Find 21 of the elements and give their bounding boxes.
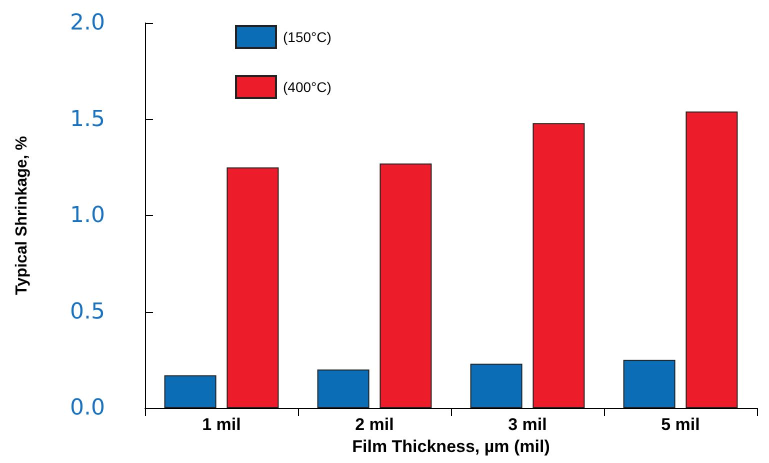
legend-label: (400°C) <box>283 79 332 95</box>
bar <box>532 123 585 408</box>
y-tick-label: 1.5 <box>70 106 105 132</box>
x-tick-label: 3 mil <box>508 415 547 434</box>
bar <box>380 164 432 408</box>
bar <box>164 375 216 408</box>
x-tick-label: 5 mil <box>661 415 700 434</box>
bar <box>317 370 370 408</box>
x-axis-title: Film Thickness, µm (mil) <box>352 437 550 456</box>
bar <box>686 112 738 408</box>
y-tick-label: 0.5 <box>70 299 105 324</box>
x-tick-label: 2 mil <box>355 415 394 434</box>
y-tick-label: 2.0 <box>70 10 105 36</box>
legend-label: (150°C) <box>283 29 332 45</box>
bar <box>226 167 279 408</box>
y-tick-label: 0.0 <box>70 396 105 420</box>
bar <box>623 360 676 408</box>
bar <box>470 364 522 408</box>
y-tick-label: 1.0 <box>70 203 105 228</box>
y-axis-title: Typical Shrinkage, % <box>14 136 30 295</box>
x-tick-label: 1 mil <box>202 415 241 434</box>
